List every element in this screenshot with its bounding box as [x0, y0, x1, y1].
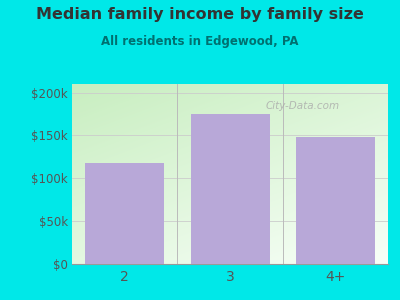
- Text: All residents in Edgewood, PA: All residents in Edgewood, PA: [101, 34, 299, 47]
- Text: City-Data.com: City-Data.com: [266, 100, 340, 111]
- Bar: [85, 163, 164, 264]
- Text: Median family income by family size: Median family income by family size: [36, 8, 364, 22]
- Bar: [190, 114, 270, 264]
- Bar: [296, 137, 375, 264]
